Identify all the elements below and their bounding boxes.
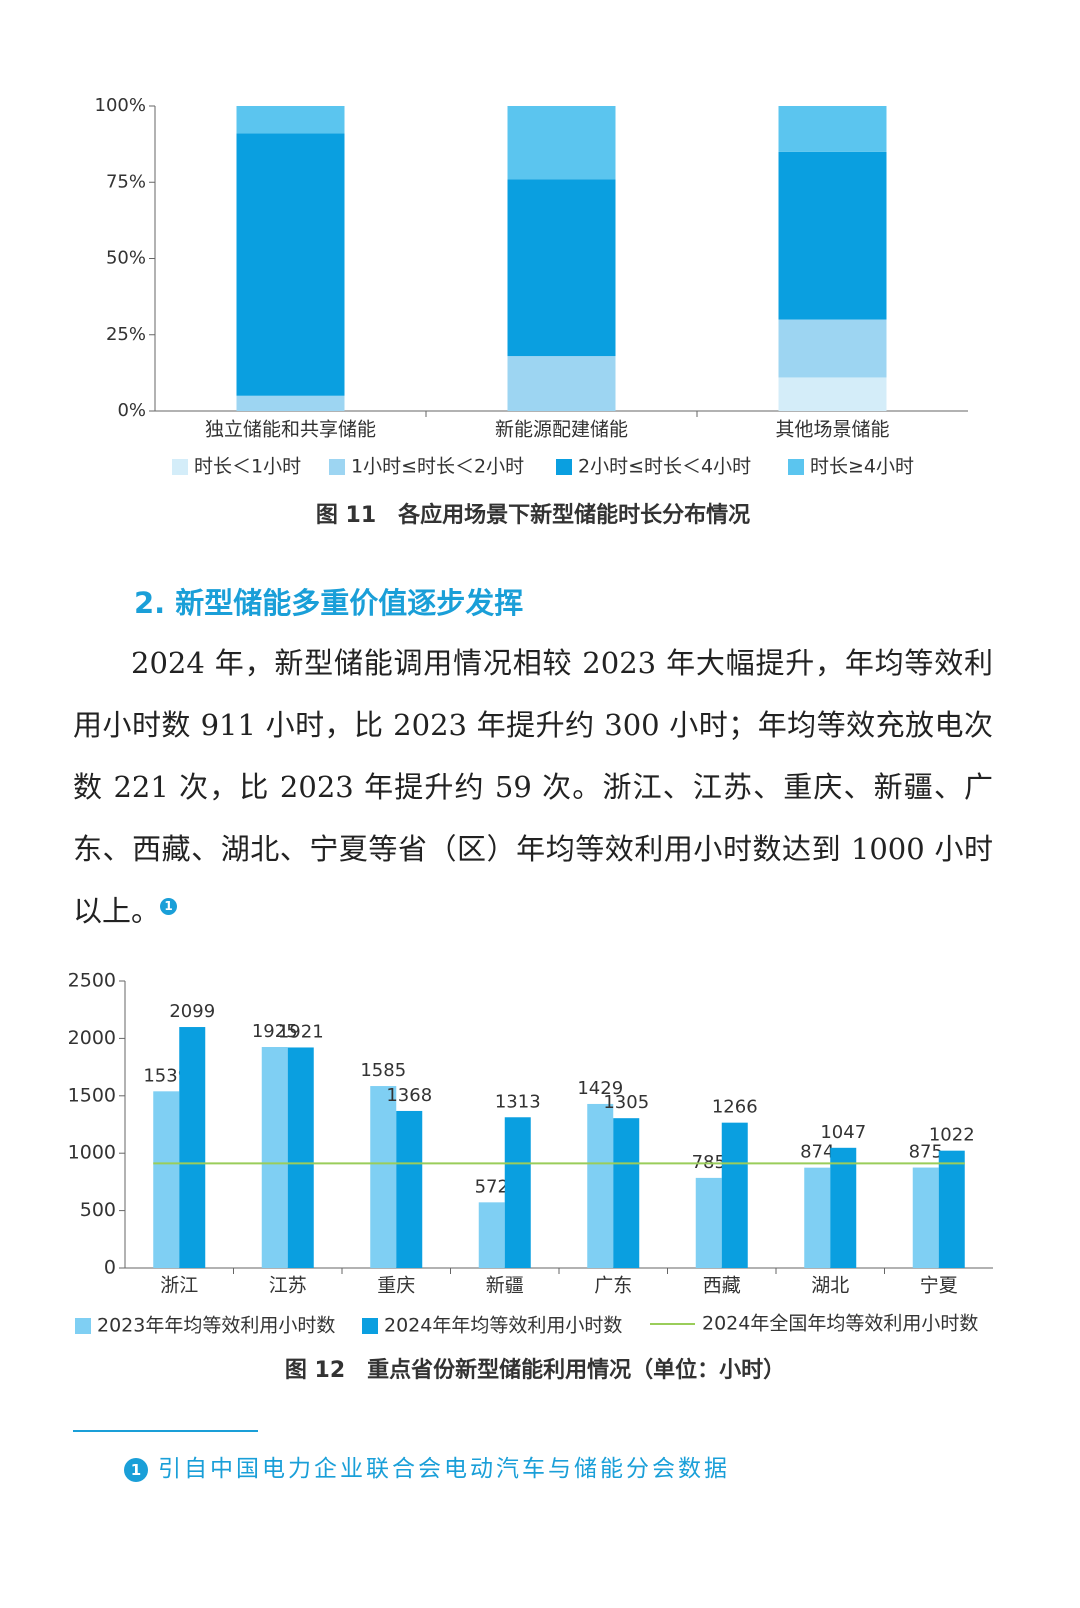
legend-label: 时长≥4小时: [810, 456, 914, 478]
bar-segment: [507, 356, 616, 411]
value-label: 1921: [278, 1021, 324, 1042]
x-tick-label: 新疆: [486, 1275, 524, 1297]
chart-caption: 图 12 重点省份新型储能利用情况（单位：小时）: [285, 1357, 785, 1383]
bar-segment: [778, 377, 887, 411]
bar: [587, 1103, 614, 1268]
bar-segment: [507, 106, 616, 180]
value-label: 1585: [360, 1060, 406, 1081]
legend-swatch: [362, 1318, 378, 1334]
legend-label: 2024年全国年均等效利用小时数: [702, 1313, 978, 1335]
legend-label: 2024年年均等效利用小时数: [384, 1315, 622, 1337]
value-label: 1313: [495, 1091, 541, 1112]
bar-segment: [778, 106, 887, 152]
value-label: 875: [909, 1142, 943, 1163]
chart-caption: 图 11 各应用场景下新型储能时长分布情况: [316, 502, 750, 528]
paragraph-text: 2024 年，新型储能调用情况相较 2023 年大幅提升，年均等效利用小时数 9…: [73, 646, 993, 928]
legend-label: 2小时≤时长＜4小时: [578, 456, 751, 478]
bar: [830, 1147, 857, 1268]
x-tick-label: 其他场景储能: [775, 419, 889, 441]
footnote-rule: [73, 1430, 258, 1432]
bar: [478, 1202, 505, 1268]
value-label: 1925: [252, 1021, 298, 1042]
x-tick-label: 浙江: [160, 1275, 198, 1297]
value-label: 1047: [820, 1122, 866, 1143]
value-label: 1022: [929, 1125, 975, 1146]
bar: [912, 1167, 939, 1268]
value-label: 1429: [577, 1078, 623, 1099]
y-tick-label: 1500: [68, 1084, 116, 1106]
x-tick-label: 广东: [594, 1275, 632, 1297]
bar: [261, 1047, 288, 1268]
legend-swatch: [329, 459, 345, 475]
legend-label: 1小时≤时长＜2小时: [351, 456, 524, 478]
section-heading: 2. 新型储能多重价值逐步发挥: [134, 586, 524, 620]
footnote: 1 引自中国电力企业联合会电动汽车与储能分会数据: [124, 1449, 730, 1483]
x-tick-label: 独立储能和共享储能: [205, 419, 376, 441]
legend-swatch: [556, 459, 572, 475]
y-tick-label: 100%: [95, 95, 146, 116]
y-tick-label: 1000: [68, 1142, 116, 1164]
bar: [153, 1091, 180, 1268]
x-tick-label: 江苏: [269, 1275, 307, 1297]
value-label: 572: [475, 1176, 509, 1197]
bar: [721, 1122, 748, 1268]
y-tick-label: 0%: [117, 400, 146, 421]
bar-segment: [236, 106, 345, 134]
x-tick-label: 湖北: [811, 1275, 849, 1297]
legend-label: 2023年年均等效利用小时数: [97, 1315, 335, 1337]
y-tick-label: 2000: [68, 1027, 116, 1049]
value-label: 874: [800, 1142, 834, 1163]
x-tick-label: 新能源配建储能: [495, 419, 628, 441]
legend-label: 时长＜1小时: [194, 456, 301, 478]
y-tick-label: 75%: [106, 171, 146, 192]
value-label: 1368: [386, 1085, 432, 1106]
x-tick-label: 重庆: [377, 1275, 415, 1297]
legend-swatch: [788, 459, 804, 475]
bar: [695, 1177, 722, 1268]
bar: [504, 1117, 531, 1268]
bar: [179, 1027, 206, 1268]
bar: [613, 1118, 640, 1268]
value-label: 1539: [143, 1065, 189, 1086]
y-tick-label: 500: [80, 1199, 116, 1221]
bar-segment: [778, 319, 887, 378]
legend-swatch: [172, 459, 188, 475]
x-tick-label: 西藏: [703, 1275, 741, 1297]
y-tick-label: 0: [104, 1257, 116, 1279]
footnote-marker: 1: [124, 1458, 148, 1482]
y-tick-label: 25%: [106, 324, 146, 345]
paragraph: 2024 年，新型储能调用情况相较 2023 年大幅提升，年均等效利用小时数 9…: [73, 632, 993, 942]
x-tick-label: 宁夏: [920, 1275, 958, 1297]
legend-swatch: [75, 1318, 91, 1334]
value-label: 785: [692, 1152, 726, 1173]
bar: [370, 1086, 397, 1268]
value-label: 1266: [712, 1097, 758, 1118]
bar-segment: [778, 151, 887, 320]
y-tick-label: 50%: [106, 248, 146, 269]
note-ref: 1: [160, 898, 178, 916]
y-tick-label: 2500: [68, 970, 116, 992]
bar: [804, 1167, 831, 1268]
value-label: 1305: [603, 1092, 649, 1113]
bar: [287, 1047, 314, 1268]
footnote-text: 引自中国电力企业联合会电动汽车与储能分会数据: [158, 1456, 730, 1482]
bar: [938, 1150, 965, 1268]
bar-segment: [236, 133, 345, 396]
value-label: 2099: [169, 1001, 215, 1022]
bar-segment: [507, 179, 616, 357]
bar: [396, 1110, 423, 1268]
bar-segment: [236, 395, 345, 411]
